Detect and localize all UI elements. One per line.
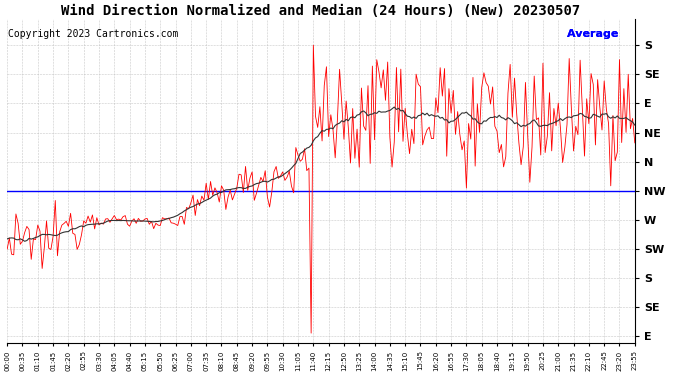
Text: Average Direction: Average Direction [510, 29, 622, 39]
Text: Average: Average [567, 29, 622, 39]
Text: Average: Average [567, 29, 622, 39]
Text: Copyright 2023 Cartronics.com: Copyright 2023 Cartronics.com [8, 29, 179, 39]
Title: Wind Direction Normalized and Median (24 Hours) (New) 20230507: Wind Direction Normalized and Median (24… [61, 4, 580, 18]
